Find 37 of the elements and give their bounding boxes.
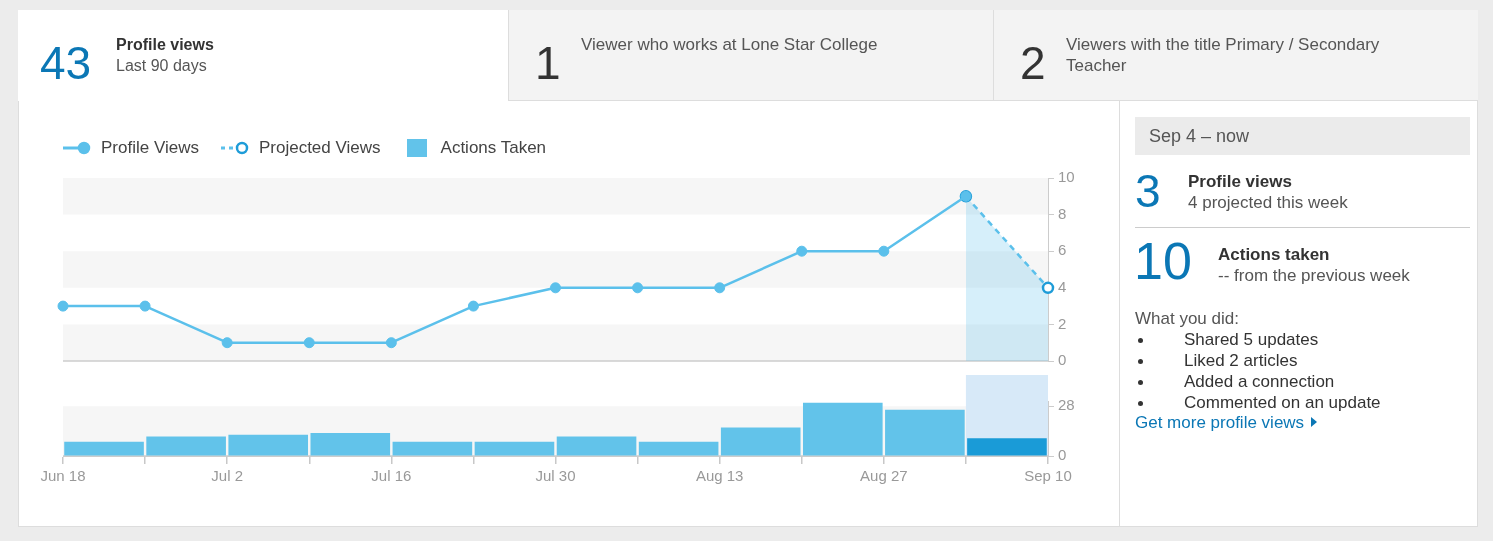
text: 43 — [40, 37, 92, 89]
y-tick-label: 6 — [1058, 241, 1067, 259]
legend-label: Actions Taken — [440, 138, 547, 158]
text: Commented on an update — [1184, 392, 1381, 413]
text: Shared 5 updates — [1184, 329, 1319, 350]
text: 1 — [535, 37, 561, 89]
y-tick-label: 4 — [1058, 277, 1067, 295]
y-tick-label: 0 — [1058, 446, 1067, 464]
text: Viewers with the title Primary / Secondary Teacher — [1066, 34, 1381, 76]
y-tick-label: 0 — [1058, 351, 1067, 369]
text: Profile views — [1188, 171, 1292, 192]
text: Get more profile views — [1135, 412, 1306, 433]
y-tick-label: 2 — [1058, 314, 1067, 332]
x-tick-label: Aug 13 — [695, 467, 744, 485]
x-tick-label: Sep 10 — [1024, 467, 1072, 485]
legend-label: Profile Views — [101, 138, 199, 158]
text: Profile views — [116, 35, 214, 55]
x-tick-label: Jul 30 — [535, 467, 576, 485]
text: Actions taken — [1218, 244, 1330, 265]
x-tick-label: Jul 2 — [211, 467, 244, 485]
text: Added a connection — [1184, 371, 1335, 392]
legend-label: Projected Views — [258, 138, 381, 158]
x-tick-label: Jun 18 — [40, 467, 86, 485]
text: 10 — [1134, 232, 1192, 290]
y-tick-label: 8 — [1058, 204, 1067, 222]
x-tick-label: Jul 16 — [371, 467, 412, 485]
text: 3 — [1135, 165, 1161, 217]
x-tick-label: Aug 27 — [860, 467, 908, 485]
text: What you did: — [1135, 308, 1239, 329]
y-tick-label: 28 — [1058, 396, 1075, 414]
text: -- from the previous week — [1218, 265, 1410, 286]
text: Sep 4 – now — [1149, 126, 1250, 147]
text: Last 90 days — [116, 56, 207, 76]
y-tick-label: 10 — [1058, 168, 1075, 186]
text: 4 projected this week — [1188, 192, 1348, 213]
text: Liked 2 articles — [1184, 350, 1298, 371]
text: Viewer who works at Lone Star College — [581, 34, 879, 55]
